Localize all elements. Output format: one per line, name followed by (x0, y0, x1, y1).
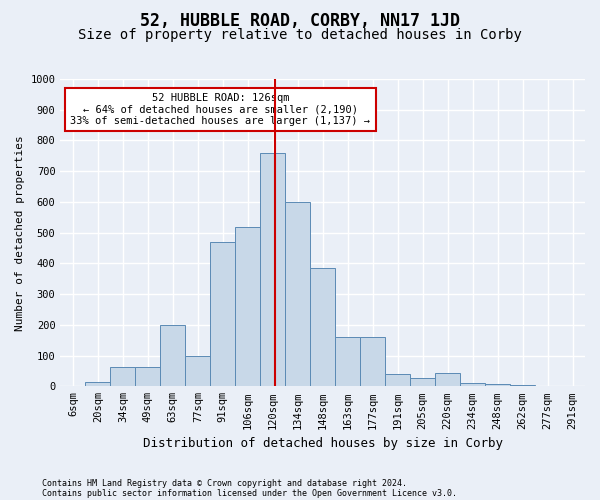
Text: Contains HM Land Registry data © Crown copyright and database right 2024.: Contains HM Land Registry data © Crown c… (42, 478, 407, 488)
Bar (360, 337, 385, 386)
X-axis label: Distribution of detached houses by size in Corby: Distribution of detached houses by size … (143, 437, 503, 450)
Bar (510, 385, 535, 386)
Bar (160, 325, 185, 386)
Text: Size of property relative to detached houses in Corby: Size of property relative to detached ho… (78, 28, 522, 42)
Bar (460, 382, 485, 386)
Bar (85, 382, 110, 386)
Y-axis label: Number of detached properties: Number of detached properties (15, 135, 25, 330)
Text: 52, HUBBLE ROAD, CORBY, NN17 1JD: 52, HUBBLE ROAD, CORBY, NN17 1JD (140, 12, 460, 30)
Bar (185, 356, 210, 386)
Bar (335, 337, 360, 386)
Bar (110, 368, 136, 386)
Bar (410, 378, 435, 386)
Text: Contains public sector information licensed under the Open Government Licence v3: Contains public sector information licen… (42, 488, 457, 498)
Bar (136, 368, 160, 386)
Bar (310, 268, 335, 386)
Bar (210, 242, 235, 386)
Bar (385, 374, 410, 386)
Bar (285, 202, 310, 386)
Bar (260, 153, 285, 386)
Bar (235, 226, 260, 386)
Text: 52 HUBBLE ROAD: 126sqm
← 64% of detached houses are smaller (2,190)
33% of semi-: 52 HUBBLE ROAD: 126sqm ← 64% of detached… (70, 93, 370, 126)
Bar (435, 374, 460, 386)
Bar (485, 384, 510, 386)
